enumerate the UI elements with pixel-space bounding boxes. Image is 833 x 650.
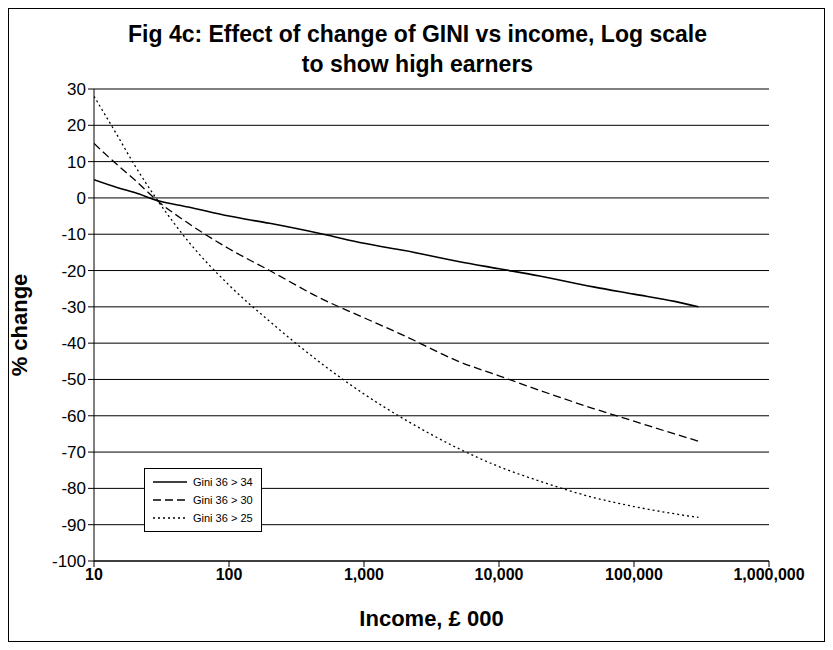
svg-text:-10: -10 xyxy=(61,225,86,244)
svg-text:1,000,000: 1,000,000 xyxy=(733,566,804,583)
svg-text:-100: -100 xyxy=(52,552,86,571)
svg-text:-70: -70 xyxy=(61,443,86,462)
html-text:Gini 36 > 25: Gini 36 > 25 xyxy=(193,512,253,524)
svg-text:100,000: 100,000 xyxy=(605,566,663,583)
html-text:Gini 36 > 34: Gini 36 > 34 xyxy=(193,476,253,488)
svg-text:-30: -30 xyxy=(61,298,86,317)
svg-text:-80: -80 xyxy=(61,479,86,498)
svg-text:10: 10 xyxy=(67,153,86,172)
svg-text:-40: -40 xyxy=(61,334,86,353)
html-text:Fig 4c: Effect of change of GI: Fig 4c: Effect of change of GINI vs inco… xyxy=(128,21,707,77)
svg-text:-20: -20 xyxy=(61,262,86,281)
svg-text:20: 20 xyxy=(67,116,86,135)
svg-text:% change: % change xyxy=(9,274,32,377)
svg-text:30: 30 xyxy=(67,80,86,99)
svg-text:-50: -50 xyxy=(61,370,86,389)
svg-text:Income, £ 000: Income, £ 000 xyxy=(359,606,503,631)
svg-text:-90: -90 xyxy=(61,516,86,535)
svg-text:10,000: 10,000 xyxy=(475,566,524,583)
svg-text:-60: -60 xyxy=(61,407,86,426)
svg-text:10: 10 xyxy=(85,566,103,583)
svg-text:100: 100 xyxy=(216,566,243,583)
svg-text:1,000: 1,000 xyxy=(344,566,384,583)
html-text:Gini 36 > 30: Gini 36 > 30 xyxy=(193,494,253,506)
svg-text:0: 0 xyxy=(77,189,86,208)
